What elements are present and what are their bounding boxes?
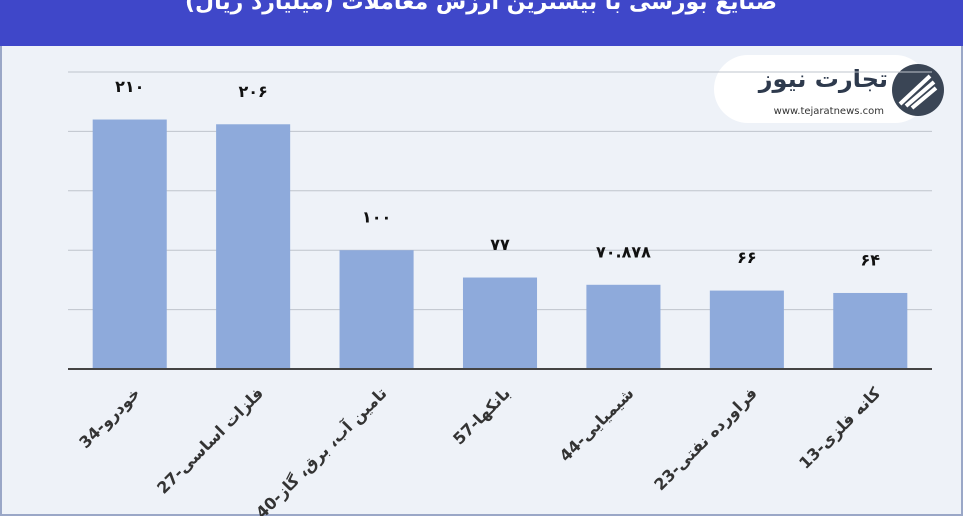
value-label: ۶۴ xyxy=(861,250,881,269)
logo-icon xyxy=(892,64,944,116)
bar xyxy=(339,250,414,369)
bar xyxy=(92,119,167,370)
value-label: ۷۷ xyxy=(490,235,510,254)
value-label: ۱۰۰ xyxy=(362,208,391,227)
value-label: ۶۶ xyxy=(737,248,757,267)
bar xyxy=(709,290,784,369)
header-band xyxy=(0,0,963,46)
chart-title: صنایع بورسی با بیشترین ارزش معاملات (میل… xyxy=(185,0,777,15)
logo-url: www.tejaratnews.com xyxy=(774,106,884,117)
value-label: ۲۱۰ xyxy=(115,77,144,96)
value-label: ۷۰.۸۷۸ xyxy=(596,242,651,261)
bar xyxy=(216,124,291,369)
bar xyxy=(586,284,661,369)
bar xyxy=(462,277,538,369)
bar xyxy=(833,292,908,369)
logo-name: تجارت نیوز xyxy=(758,65,888,93)
value-label: ۲۰۶ xyxy=(238,82,267,101)
logo-arrows xyxy=(898,74,938,110)
logo: تجارت نیوز www.tejaratnews.com xyxy=(714,55,944,123)
